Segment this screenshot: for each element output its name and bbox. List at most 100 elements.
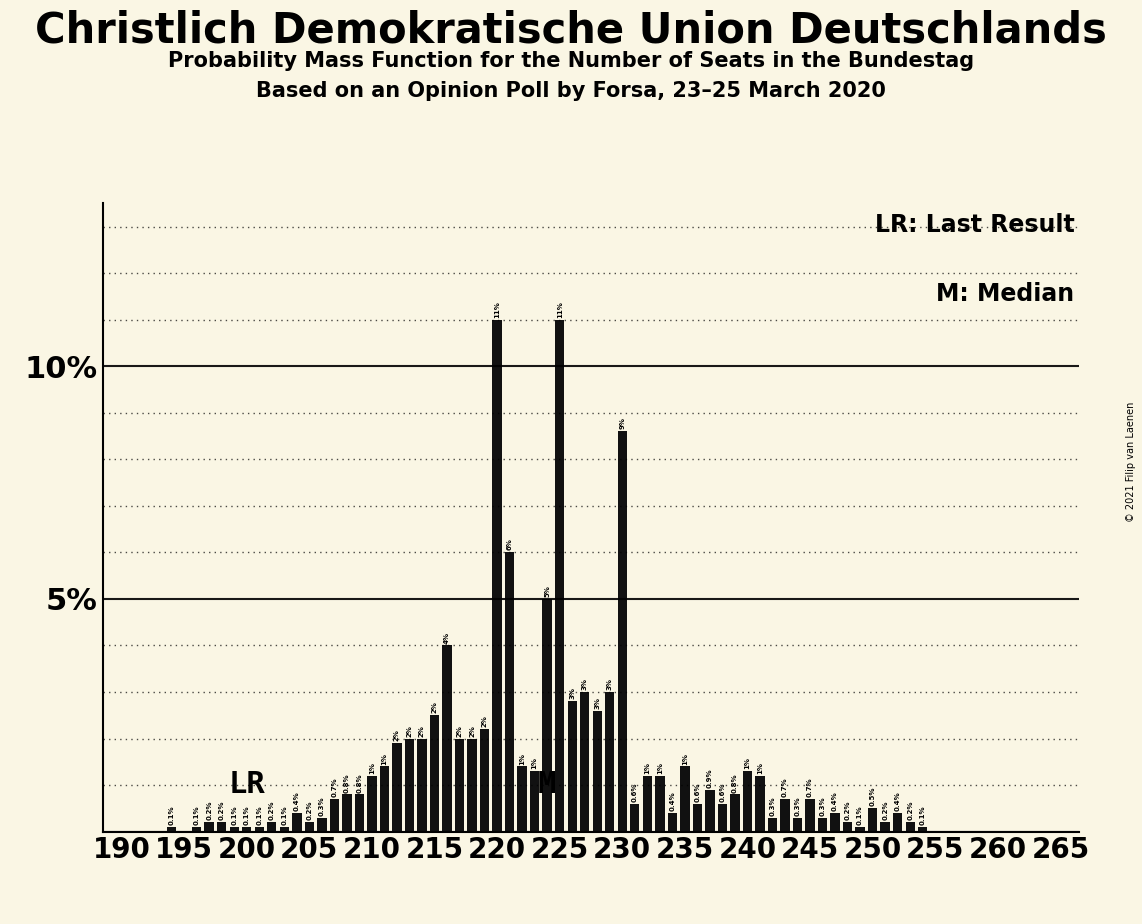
- Text: 2%: 2%: [432, 701, 437, 713]
- Bar: [380, 766, 389, 832]
- Text: 0.1%: 0.1%: [919, 806, 926, 825]
- Text: 11%: 11%: [494, 301, 500, 318]
- Bar: [767, 818, 778, 832]
- Bar: [442, 646, 452, 832]
- Bar: [280, 827, 289, 832]
- Text: 0.6%: 0.6%: [694, 783, 700, 802]
- Bar: [555, 320, 564, 832]
- Bar: [204, 822, 214, 832]
- Text: 0.3%: 0.3%: [319, 796, 324, 816]
- Text: 1%: 1%: [757, 762, 763, 774]
- Text: 2%: 2%: [469, 724, 475, 736]
- Text: 0.9%: 0.9%: [707, 768, 713, 788]
- Text: 0.8%: 0.8%: [356, 772, 362, 793]
- Text: 2%: 2%: [482, 715, 488, 727]
- Bar: [693, 804, 702, 832]
- Text: 0.1%: 0.1%: [281, 806, 288, 825]
- Bar: [542, 599, 552, 832]
- Bar: [242, 827, 251, 832]
- Text: 0.2%: 0.2%: [219, 801, 225, 821]
- Bar: [868, 808, 877, 832]
- Bar: [730, 795, 740, 832]
- Bar: [230, 827, 239, 832]
- Bar: [368, 776, 377, 832]
- Bar: [780, 799, 790, 832]
- Text: 2%: 2%: [419, 724, 425, 736]
- Bar: [681, 766, 690, 832]
- Text: 0.8%: 0.8%: [732, 772, 738, 793]
- Bar: [793, 818, 802, 832]
- Text: LR: Last Result: LR: Last Result: [875, 213, 1075, 237]
- Text: M: M: [538, 770, 556, 799]
- Text: 0.7%: 0.7%: [782, 777, 788, 797]
- Text: 3%: 3%: [606, 678, 613, 690]
- Bar: [918, 827, 927, 832]
- Text: 0.1%: 0.1%: [169, 806, 175, 825]
- Bar: [818, 818, 827, 832]
- Text: 0.2%: 0.2%: [207, 801, 212, 821]
- Bar: [643, 776, 652, 832]
- Text: 0.2%: 0.2%: [845, 801, 851, 821]
- Bar: [830, 813, 839, 832]
- Text: Christlich Demokratische Union Deutschlands: Christlich Demokratische Union Deutschla…: [35, 9, 1107, 51]
- Bar: [568, 701, 577, 832]
- Text: LR: LR: [228, 770, 265, 799]
- Bar: [706, 790, 715, 832]
- Bar: [480, 729, 489, 832]
- Text: 0.1%: 0.1%: [243, 806, 250, 825]
- Text: 2%: 2%: [407, 724, 412, 736]
- Bar: [492, 320, 501, 832]
- Text: 0.1%: 0.1%: [194, 806, 200, 825]
- Bar: [505, 553, 514, 832]
- Text: 1%: 1%: [657, 762, 662, 774]
- Text: 2%: 2%: [457, 724, 463, 736]
- Bar: [843, 822, 852, 832]
- Bar: [292, 813, 301, 832]
- Text: 0.6%: 0.6%: [632, 783, 637, 802]
- Text: 0.4%: 0.4%: [293, 791, 300, 811]
- Text: 3%: 3%: [581, 678, 588, 690]
- Bar: [217, 822, 226, 832]
- Bar: [517, 766, 526, 832]
- Text: 1%: 1%: [745, 758, 750, 770]
- Text: 0.4%: 0.4%: [669, 791, 675, 811]
- Text: 0.1%: 0.1%: [231, 806, 238, 825]
- Text: 9%: 9%: [619, 418, 626, 430]
- Text: 1%: 1%: [532, 758, 538, 770]
- Text: 1%: 1%: [369, 762, 375, 774]
- Bar: [192, 827, 201, 832]
- Bar: [656, 776, 665, 832]
- Text: 0.6%: 0.6%: [719, 783, 725, 802]
- Text: 0.2%: 0.2%: [306, 801, 312, 821]
- Text: 0.2%: 0.2%: [268, 801, 275, 821]
- Bar: [404, 738, 415, 832]
- Bar: [417, 738, 427, 832]
- Bar: [880, 822, 890, 832]
- Text: 11%: 11%: [556, 301, 563, 318]
- Bar: [429, 715, 440, 832]
- Bar: [343, 795, 352, 832]
- Text: 0.3%: 0.3%: [770, 796, 775, 816]
- Text: 6%: 6%: [507, 539, 513, 551]
- Text: 0.4%: 0.4%: [833, 791, 838, 811]
- Bar: [392, 743, 402, 832]
- Bar: [467, 738, 476, 832]
- Text: 1%: 1%: [644, 762, 650, 774]
- Text: 2%: 2%: [394, 729, 400, 741]
- Text: 1%: 1%: [520, 752, 525, 764]
- Bar: [742, 772, 753, 832]
- Bar: [755, 776, 765, 832]
- Bar: [717, 804, 727, 832]
- Bar: [355, 795, 364, 832]
- Text: 4%: 4%: [444, 631, 450, 644]
- Text: 3%: 3%: [594, 697, 601, 709]
- Text: 0.1%: 0.1%: [858, 806, 863, 825]
- Bar: [330, 799, 339, 832]
- Bar: [305, 822, 314, 832]
- Text: 0.2%: 0.2%: [882, 801, 888, 821]
- Bar: [455, 738, 465, 832]
- Bar: [668, 813, 677, 832]
- Text: 0.5%: 0.5%: [870, 787, 876, 807]
- Bar: [580, 692, 589, 832]
- Bar: [530, 772, 539, 832]
